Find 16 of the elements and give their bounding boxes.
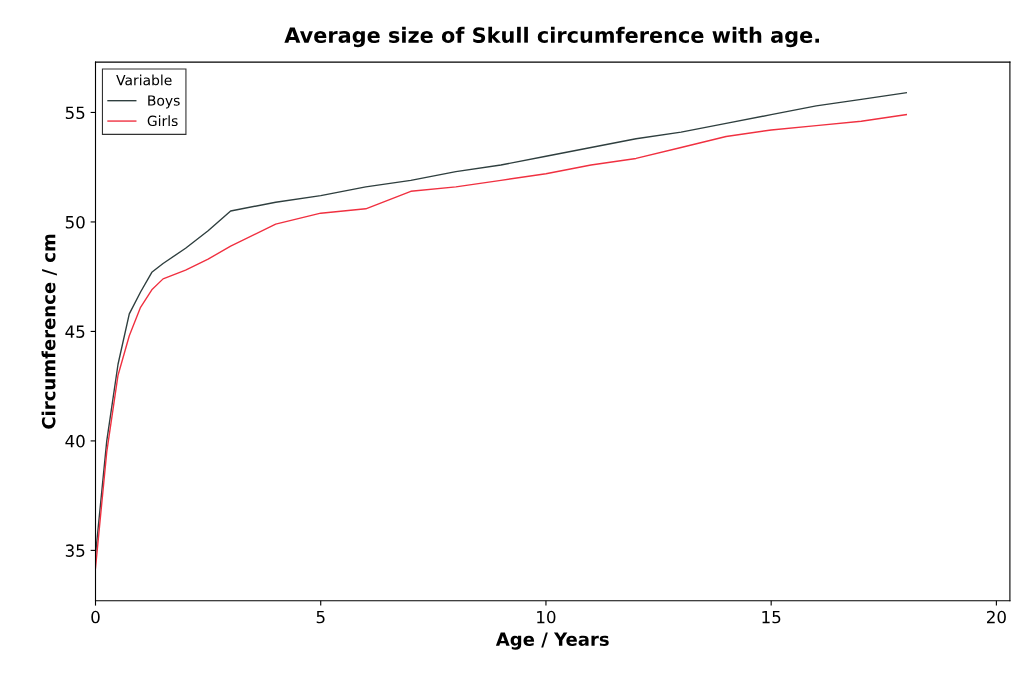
y-tick-label: 50 [65, 215, 85, 229]
y-tick-label: 35 [65, 544, 85, 557]
x-tick-label: 10 [537, 610, 556, 624]
y-tick-label: 45 [65, 325, 85, 338]
legend-label: Boys [148, 95, 180, 109]
y-tick-label: 40 [65, 434, 85, 448]
y-tick-label: 55 [65, 106, 85, 120]
x-tick-label: 15 [762, 610, 781, 624]
x-axis-title: Age / Years [495, 632, 609, 650]
x-tick-label: 5 [316, 610, 325, 624]
y-axis-title: Circumference / cm [41, 234, 57, 429]
legend-title: Variable [116, 74, 172, 86]
x-tick-label: 20 [987, 610, 1006, 624]
chart-title: Average size of Skull circumference with age. [284, 26, 820, 48]
x-tick-label: 0 [91, 610, 100, 624]
legend-label: Girls [147, 115, 178, 127]
